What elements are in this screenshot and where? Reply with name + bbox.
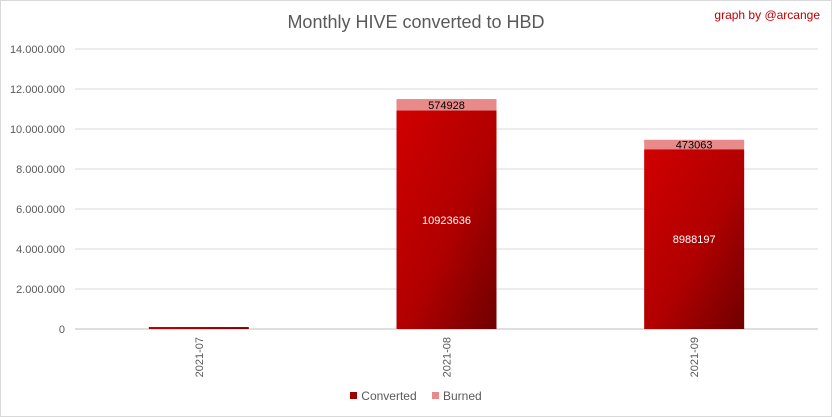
bar-converted-2021-08	[396, 110, 497, 329]
bar-converted-2021-07	[148, 327, 249, 329]
y-tick-label: 6.000.000	[16, 204, 65, 216]
y-tick-label: 2.000.000	[16, 284, 65, 296]
y-tick-label: 10.000.000	[10, 124, 65, 136]
bar-converted-2021-09	[644, 149, 745, 329]
legend-item-burned: Burned	[432, 389, 482, 403]
y-tick-label: 4.000.000	[16, 244, 65, 256]
legend-item-converted: Converted	[350, 389, 417, 403]
y-tick-label: 0	[59, 324, 65, 336]
chart-title: Monthly HIVE converted to HBD	[287, 12, 545, 32]
data-label-burned: 473063	[676, 140, 713, 152]
data-label-converted: 10923636	[422, 215, 471, 227]
legend-swatch-converted	[350, 392, 358, 400]
legend-swatch-burned	[432, 392, 439, 400]
x-tick-label: 2021-09	[689, 337, 701, 377]
x-tick-label: 2021-08	[442, 337, 454, 377]
bar-burned-2021-09	[644, 139, 745, 150]
data-label-burned: 574928	[428, 100, 465, 112]
x-tick-label: 2021-07	[194, 337, 206, 377]
legend-label-converted: Converted	[361, 389, 417, 403]
data-label-converted: 8988197	[673, 234, 716, 246]
chart-legend: Converted Burned	[0, 389, 832, 403]
chart-credit: graph by @arcange	[714, 8, 820, 22]
y-tick-label: 8.000.000	[16, 164, 65, 176]
bar-burned-2021-08	[396, 99, 497, 111]
y-tick-label: 14.000.000	[10, 44, 65, 56]
y-tick-label: 12.000.000	[10, 84, 65, 96]
legend-label-burned: Burned	[443, 389, 482, 403]
